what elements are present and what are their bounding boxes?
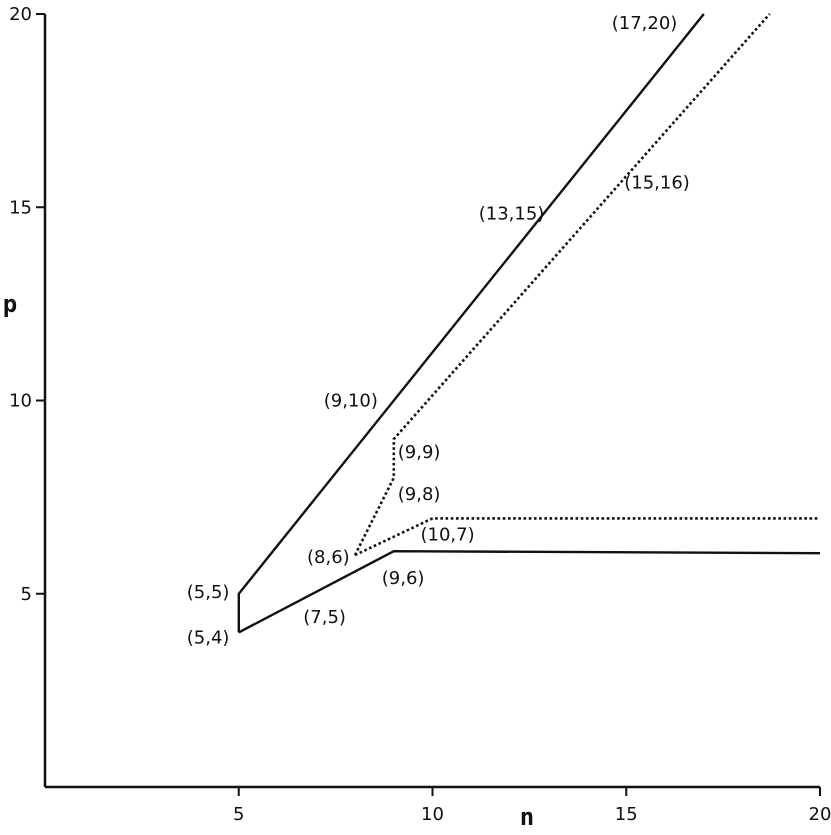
x-tick-label: 15 <box>615 804 638 825</box>
point-label: (5,5) <box>187 582 230 603</box>
point-label: (8,6) <box>307 547 350 568</box>
point-label: (9,10) <box>324 391 378 412</box>
point-label: (10,7) <box>421 524 475 545</box>
series-line-2 <box>238 549 821 634</box>
axes: 5 10 15 20 5 10 15 20 <box>9 4 831 825</box>
y-tick-label: 10 <box>9 391 32 412</box>
x-tick-label: 20 <box>809 804 831 825</box>
y-axis-title: p <box>3 290 17 318</box>
point-label: (9,6) <box>382 568 425 589</box>
point-label: (5,4) <box>187 627 230 648</box>
series-group <box>237 13 821 634</box>
point-label: (17,20) <box>612 13 678 34</box>
point-label: (7,5) <box>303 607 346 628</box>
series-line-4 <box>354 517 820 557</box>
y-tick-label: 15 <box>9 197 32 218</box>
series-line-3 <box>353 13 771 556</box>
point-label: (13,15) <box>479 203 545 224</box>
annotation-group: (17,20) (13,15) (15,16) (9,10) (9,9) (9,8) (8,… <box>187 13 690 648</box>
x-tick-label: 10 <box>421 804 444 825</box>
y-tick-label: 5 <box>21 584 32 605</box>
point-label: (9,9) <box>398 442 441 463</box>
point-label: (15,16) <box>624 173 690 194</box>
series-line-1 <box>237 13 705 633</box>
x-tick-label: 5 <box>233 804 244 825</box>
x-axis-title: n <box>520 803 534 831</box>
y-tick-label: 20 <box>9 4 32 25</box>
point-label: (9,8) <box>398 484 441 505</box>
